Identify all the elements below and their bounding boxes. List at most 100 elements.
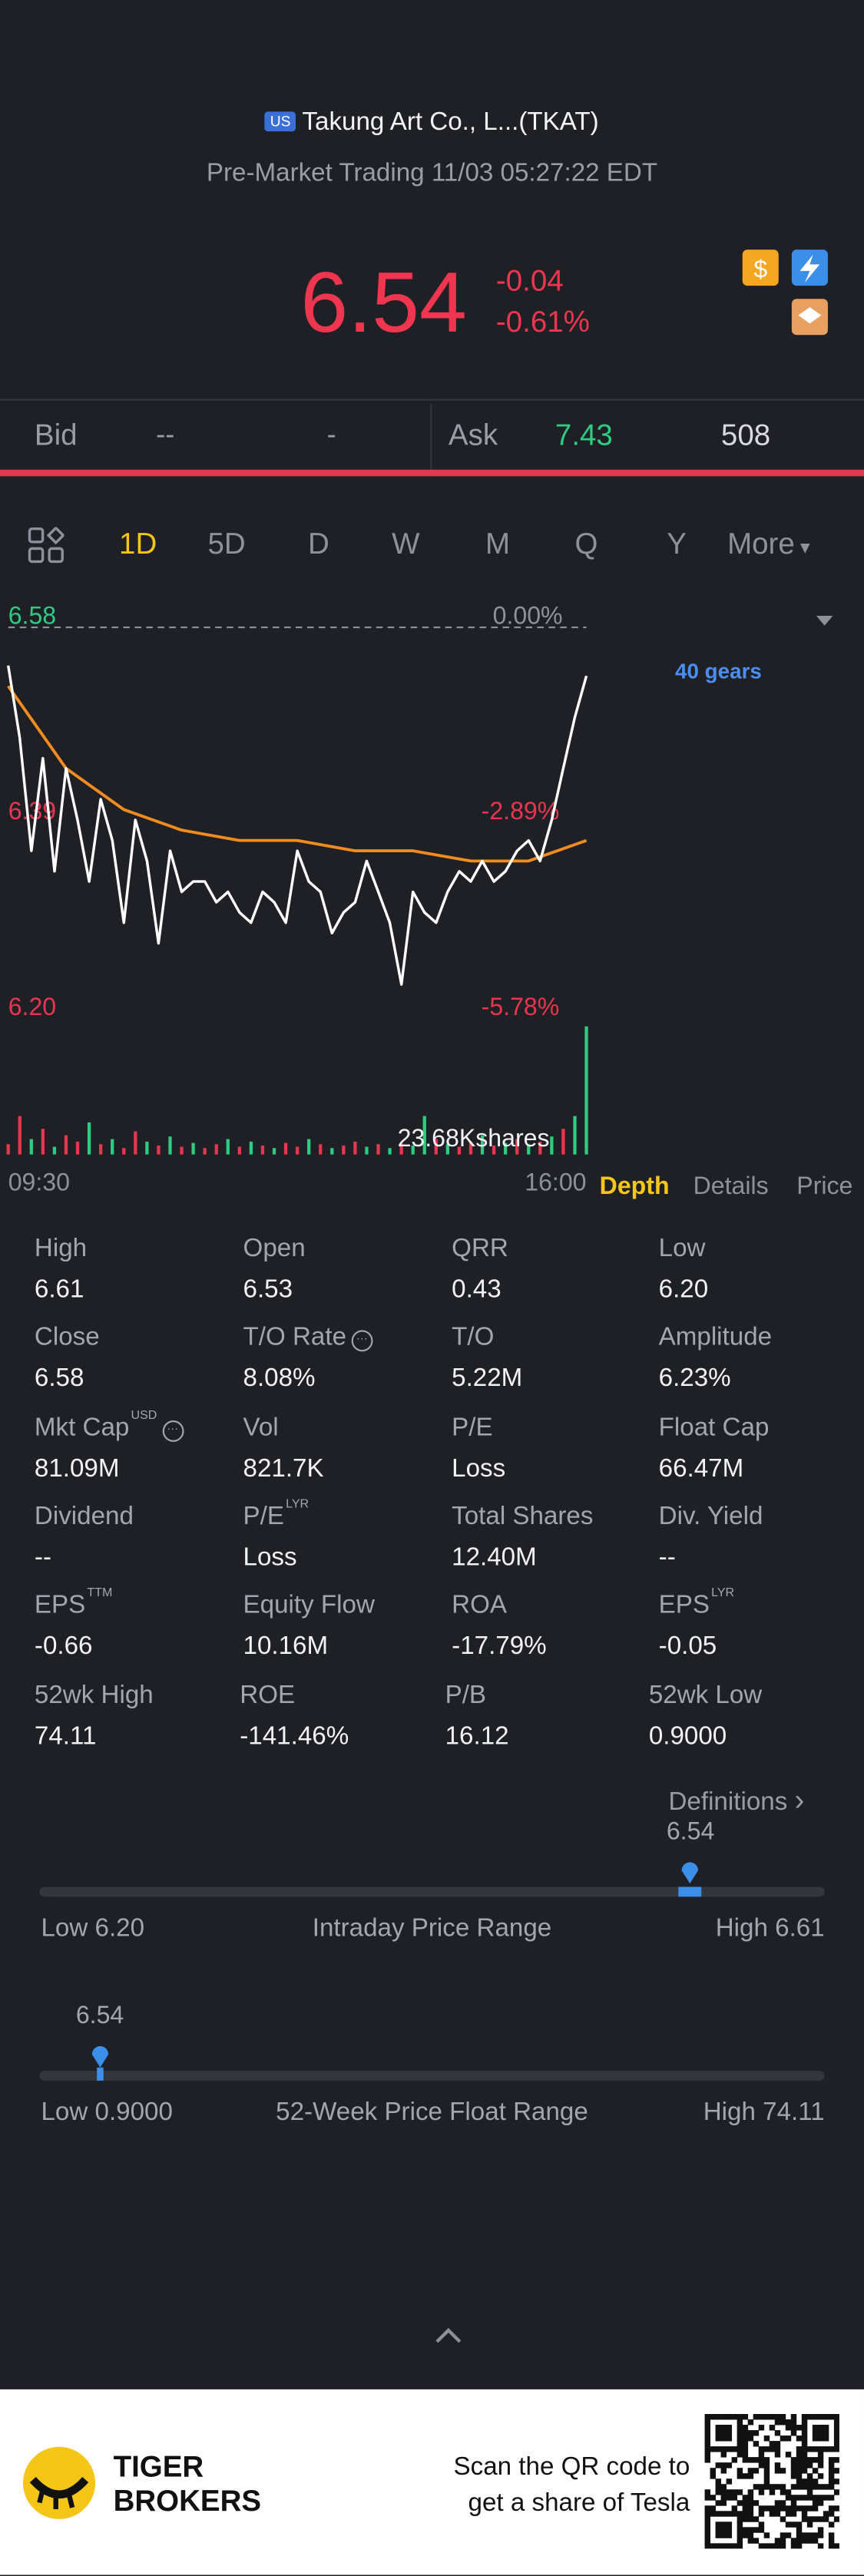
qr-module: [747, 2419, 754, 2426]
qr-module: [726, 2543, 733, 2549]
stat-label-text: P/B: [445, 1681, 487, 1709]
qr-module: [753, 2527, 760, 2533]
period-tab[interactable]: D: [308, 527, 329, 561]
qr-module: [828, 2462, 835, 2469]
qr-module: [817, 2435, 824, 2442]
definitions-link[interactable]: Definitions ›: [668, 1783, 805, 1817]
info-icon[interactable]: ···: [161, 1420, 184, 1442]
stat-label-text: High: [34, 1235, 88, 1263]
stat-label: ROA: [452, 1592, 507, 1621]
qr-module: [737, 2414, 743, 2420]
qr-module: [812, 2516, 819, 2522]
volume-bar: [122, 1148, 126, 1155]
period-tab[interactable]: Q: [574, 527, 598, 561]
qr-module: [774, 2430, 781, 2436]
qr-module: [812, 2446, 819, 2452]
qr-module: [715, 2430, 722, 2436]
promo-line: get a share of Tesla: [468, 2489, 690, 2518]
range-high: 74.11: [763, 2098, 825, 2127]
qr-module: [801, 2478, 808, 2485]
volume-bar: [272, 1148, 276, 1155]
detail-tab[interactable]: Details: [693, 1172, 769, 1201]
qr-module: [747, 2527, 754, 2533]
qr-module: [812, 2505, 819, 2512]
ask-price: 7.43: [554, 418, 613, 452]
qr-module: [812, 2457, 819, 2463]
qr-module: [790, 2484, 797, 2490]
qr-module: [796, 2495, 803, 2501]
stat-label: P/B: [445, 1681, 486, 1710]
stat-label: T/O: [452, 1324, 494, 1353]
qr-module: [828, 2532, 835, 2538]
layout-icon[interactable]: [28, 527, 65, 564]
qr-module: [753, 2468, 760, 2474]
qr-module: [758, 2457, 765, 2463]
qr-module: [785, 2452, 792, 2458]
qr-module: [817, 2532, 824, 2538]
bid-label: Bid: [34, 418, 78, 452]
range-low: Low 6.20: [41, 1915, 144, 1944]
qr-module: [720, 2543, 727, 2549]
period-tab[interactable]: 1D: [119, 527, 157, 561]
volume-bar: [399, 1143, 403, 1155]
brand-line: TIGER: [113, 2450, 204, 2483]
period-tab[interactable]: Y: [667, 527, 687, 561]
qr-module: [801, 2435, 808, 2442]
qr-module: [726, 2478, 733, 2485]
brand-name: TIGER BROKERS: [114, 2450, 262, 2519]
qr-module: [828, 2478, 835, 2485]
qr-module: [817, 2430, 824, 2436]
stat-label-text: Dividend: [34, 1502, 134, 1531]
qr-module: [796, 2478, 803, 2485]
detail-tab[interactable]: Price: [796, 1172, 853, 1201]
qr-module: [720, 2462, 727, 2469]
range-marker: [679, 1862, 703, 1897]
volume-bar: [515, 1139, 519, 1155]
qr-module: [747, 2489, 754, 2495]
period-tab[interactable]: M: [485, 527, 511, 561]
qr-module: [720, 2500, 727, 2506]
qr-module: [704, 2495, 710, 2501]
volume-bar: [353, 1141, 357, 1155]
qr-module: [817, 2446, 824, 2452]
range-high: 6.61: [775, 1914, 825, 1943]
range-low: Low 0.9000: [41, 2098, 172, 2128]
qr-module: [790, 2457, 797, 2463]
qr-module: [801, 2452, 808, 2458]
qr-module: [790, 2462, 797, 2469]
qr-module: [753, 2538, 760, 2544]
collapse-chevron[interactable]: [434, 2326, 463, 2346]
qr-module: [710, 2511, 716, 2517]
period-tab[interactable]: 5D: [207, 527, 246, 561]
qr-module: [823, 2516, 829, 2522]
stat-label-text: Mkt Cap: [34, 1413, 130, 1442]
qr-module: [726, 2446, 733, 2452]
info-icon[interactable]: ···: [351, 1331, 373, 1352]
stat-label-text: Vol: [243, 1413, 279, 1441]
range-high-label: High: [703, 2098, 756, 2127]
volume-bar: [584, 1026, 588, 1155]
qr-module: [806, 2414, 813, 2420]
period-tab[interactable]: W: [392, 527, 420, 561]
quick-icons[interactable]: $: [739, 246, 837, 342]
volume-bar: [75, 1141, 80, 1155]
volume-bar: [573, 1116, 577, 1155]
volume-bar: [468, 1141, 473, 1155]
y-tick-label: 6.58: [8, 602, 56, 630]
period-tab[interactable]: More ▾: [727, 527, 810, 561]
detail-tab[interactable]: Depth: [599, 1172, 670, 1201]
trading-status: Pre-Market Trading 11/03 05:27:22 EDT: [206, 159, 658, 187]
qr-module: [817, 2473, 824, 2479]
stat-label-text: Close: [34, 1324, 100, 1352]
volume-bar: [365, 1146, 369, 1155]
definitions-text[interactable]: Definitions: [668, 1788, 788, 1817]
stat-label: 52wk High: [35, 1681, 154, 1710]
qr-module: [817, 2516, 824, 2522]
qr-module: [726, 2532, 733, 2538]
qr-module: [780, 2489, 786, 2495]
qr-module: [823, 2495, 829, 2501]
qr-module: [812, 2435, 819, 2442]
stat-label: P/E: [452, 1414, 492, 1443]
volume-bar: [18, 1116, 22, 1155]
qr-module: [801, 2495, 808, 2501]
